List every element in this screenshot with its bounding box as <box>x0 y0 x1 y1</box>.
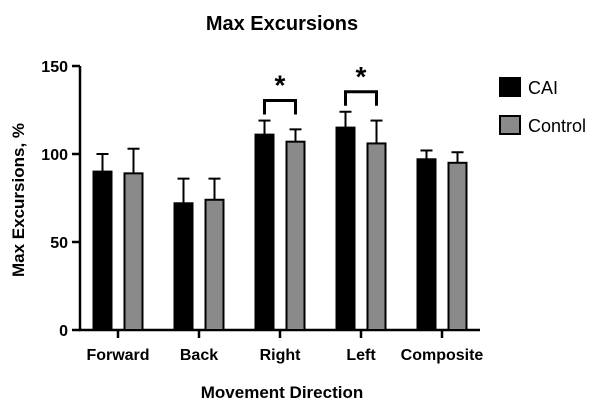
bar-control-back <box>204 198 225 331</box>
significance-bracket <box>344 90 378 106</box>
y-tick-label: 0 <box>59 323 68 340</box>
x-tick-label: Forward <box>86 347 149 364</box>
bar-cai-forward <box>92 170 113 331</box>
bar-cai-left <box>335 126 356 331</box>
chart-title: Max Excursions <box>206 13 358 35</box>
bar-cai-back <box>173 202 194 331</box>
significance-annotations: * * <box>263 61 378 115</box>
bar-cai-right <box>254 133 275 331</box>
y-tick-label: 150 <box>41 59 68 76</box>
bar-control-left <box>366 142 387 331</box>
bar-control-right <box>285 140 306 331</box>
legend-label-control: Control <box>528 116 586 136</box>
legend-label-cai: CAI <box>528 78 558 98</box>
y-tick-label: 100 <box>41 147 68 164</box>
x-tick-label: Back <box>180 347 218 364</box>
significance-bracket <box>263 99 297 115</box>
x-axis-label: Movement Direction <box>201 383 363 402</box>
significance-star: * <box>275 70 286 101</box>
y-tick-label: 50 <box>50 235 68 252</box>
bar-control-forward <box>123 172 144 331</box>
y-ticks: 0 50 100 150 <box>41 59 80 340</box>
bar-cai-composite <box>416 158 437 331</box>
y-axis-label: Max Excursions, % <box>9 123 28 277</box>
x-ticks: Forward Back Right Left Composite <box>86 330 483 364</box>
x-tick-label: Composite <box>401 347 484 364</box>
x-tick-label: Left <box>346 347 376 364</box>
legend-swatch-cai <box>499 77 521 97</box>
x-tick-label: Right <box>260 347 302 364</box>
legend: CAI Control <box>499 77 586 136</box>
significance-star: * <box>356 61 367 92</box>
legend-swatch-control <box>499 115 521 135</box>
bar-control-composite <box>447 161 468 331</box>
bars <box>92 110 468 331</box>
